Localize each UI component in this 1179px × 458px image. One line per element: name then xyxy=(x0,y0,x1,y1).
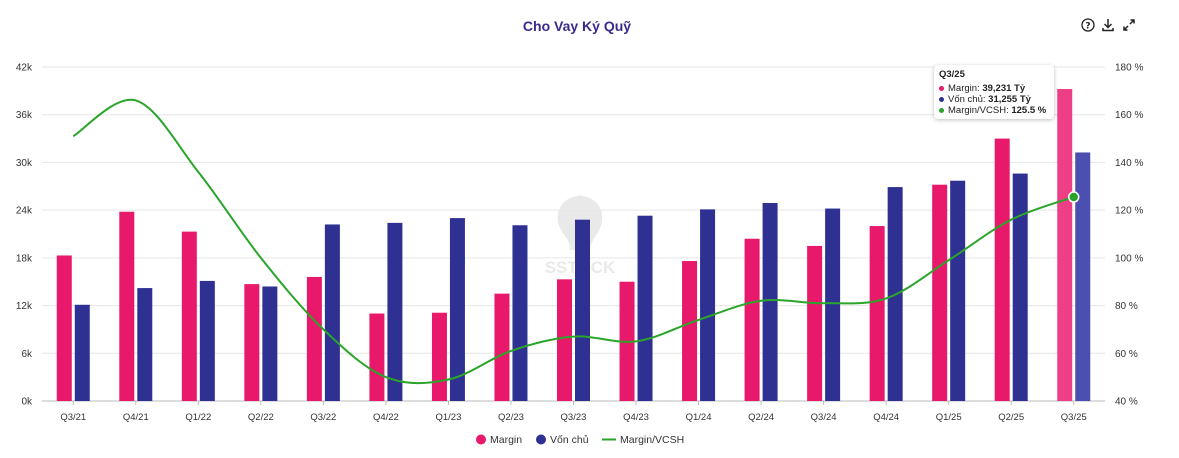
tooltip-row-von-chu: Vốn chủ: 31,255 Tỷ xyxy=(939,94,1031,105)
x-tick-label: Q3/21 xyxy=(60,412,86,423)
y-right-tick-label: 120 % xyxy=(1115,206,1143,217)
tooltip-dot-von-chu xyxy=(939,96,944,102)
bar-margin xyxy=(181,231,197,401)
x-tick-label: Q3/24 xyxy=(811,412,837,423)
x-tick-label: Q4/22 xyxy=(373,412,399,423)
y-left-tick-label: 6k xyxy=(21,349,33,360)
tooltip-dot-ratio xyxy=(939,107,944,113)
x-tick-label: Q2/22 xyxy=(248,412,274,423)
legend-label-ratio: Margin/VCSH xyxy=(620,434,684,446)
bar-margin xyxy=(369,313,385,401)
tooltip: Q3/25 Margin: 39,231 Tỷ Vốn chủ: 31,255 … xyxy=(934,65,1054,119)
bar-von-chu xyxy=(449,218,465,401)
tooltip-row-ratio: Margin/VCSH: 125.5 % xyxy=(939,105,1046,116)
y-right-tick-label: 60 % xyxy=(1115,349,1138,360)
y-left-tick-label: 36k xyxy=(16,110,33,121)
bar-margin xyxy=(431,312,447,401)
y-right-tick-label: 80 % xyxy=(1115,301,1138,312)
y-left-tick-label: 12k xyxy=(16,301,33,312)
x-tick-label: Q3/25 xyxy=(1061,412,1087,423)
y-right-tick-label: 40 % xyxy=(1115,397,1138,408)
bar-margin xyxy=(1057,89,1073,401)
bar-von-chu xyxy=(137,288,153,401)
tooltip-value-margin: 39,231 Tỷ xyxy=(982,83,1026,94)
y-axis-right: 40 % 60 % 80 % 100 % 120 % 140 % 160 % 180 % xyxy=(1115,63,1143,408)
legend: Margin Vốn chủ Margin/VCSH xyxy=(476,434,684,446)
legend-marker-von-chu xyxy=(536,434,546,445)
y-left-tick-label: 24k xyxy=(16,206,33,217)
y-right-tick-label: 100 % xyxy=(1115,253,1143,264)
bar-margin xyxy=(682,261,698,401)
y-left-tick-label: 18k xyxy=(16,253,33,264)
x-tick-label: Q4/23 xyxy=(623,412,649,423)
x-axis: Q3/21 Q4/21 Q1/22 Q2/22 Q3/22 Q4/22 Q1/23 Q2/23… xyxy=(60,401,1087,423)
expand-icon[interactable] xyxy=(1121,17,1137,33)
ratio-line xyxy=(72,98,1080,385)
x-tick-label: Q1/23 xyxy=(435,412,461,423)
bar-margin xyxy=(56,255,72,401)
bar-margin xyxy=(494,293,510,401)
bar-von-chu xyxy=(74,304,90,401)
tooltip-dot-margin xyxy=(939,85,944,91)
tooltip-row-margin: Margin: 39,231 Tỷ xyxy=(939,83,1025,94)
bar-von-chu xyxy=(825,208,841,401)
x-tick-label: Q1/25 xyxy=(936,412,962,423)
y-right-tick-label: 140 % xyxy=(1115,158,1143,169)
legend-label-von-chu: Vốn chủ xyxy=(550,434,589,446)
y-left-tick-label: 0k xyxy=(21,397,33,408)
bar-von-chu xyxy=(950,180,966,401)
bar-von-chu xyxy=(324,224,340,401)
bar-von-chu xyxy=(387,222,403,401)
line-highlight-point xyxy=(1067,191,1080,203)
bar-von-chu xyxy=(1012,173,1028,401)
bar-margin xyxy=(119,211,135,401)
x-tick-label: Q1/24 xyxy=(686,412,712,423)
bar-von-chu xyxy=(199,280,215,401)
y-left-tick-label: 30k xyxy=(16,158,33,169)
bar-margin xyxy=(807,245,823,401)
bars xyxy=(56,89,1091,402)
y-axis-left: 0k 6k 12k 18k 24k 30k 36k 42k xyxy=(16,63,33,408)
legend-marker-margin xyxy=(476,434,486,445)
bar-von-chu xyxy=(512,225,528,401)
legend-label-margin: Margin xyxy=(490,434,522,446)
bar-margin xyxy=(932,184,948,401)
bar-von-chu xyxy=(262,286,278,401)
tooltip-title: Q3/25 xyxy=(939,69,965,80)
tooltip-label-margin: Margin xyxy=(948,83,978,94)
bar-von-chu xyxy=(762,202,778,401)
bar-von-chu xyxy=(637,215,653,401)
x-tick-label: Q2/23 xyxy=(498,412,524,423)
bar-margin xyxy=(744,238,760,401)
x-tick-label: Q3/23 xyxy=(561,412,587,423)
tooltip-value-ratio: 125.5 % xyxy=(1011,105,1047,116)
bar-von-chu xyxy=(575,219,590,401)
x-tick-label: Q4/21 xyxy=(123,412,149,423)
y-left-tick-label: 42k xyxy=(16,63,33,74)
x-tick-label: Q4/24 xyxy=(873,412,899,423)
bar-von-chu xyxy=(1075,152,1091,401)
download-icon[interactable] xyxy=(1100,17,1116,33)
help-icon[interactable]: ? xyxy=(1080,17,1096,33)
x-tick-label: Q2/24 xyxy=(748,412,774,423)
bar-margin xyxy=(557,279,572,401)
x-tick-label: Q3/22 xyxy=(310,412,336,423)
chart-title: Cho Vay Ký Quỹ xyxy=(522,18,632,34)
bar-margin xyxy=(869,226,885,401)
y-right-tick-label: 160 % xyxy=(1115,110,1143,121)
bar-margin xyxy=(306,276,322,401)
bar-von-chu xyxy=(700,209,716,401)
bar-margin xyxy=(994,138,1010,402)
bar-margin xyxy=(244,284,260,401)
tooltip-value-von-chu: 31,255 Tỷ xyxy=(988,94,1031,105)
x-tick-label: Q1/22 xyxy=(185,412,211,423)
tooltip-label-von-chu: Vốn chủ xyxy=(948,94,983,105)
svg-text:?: ? xyxy=(1085,21,1090,31)
x-tick-label: Q2/25 xyxy=(998,412,1024,423)
y-right-tick-label: 180 % xyxy=(1115,63,1143,74)
line-margin-vcsh xyxy=(72,98,1075,385)
tooltip-label-ratio: Margin/VCSH xyxy=(948,105,1007,116)
